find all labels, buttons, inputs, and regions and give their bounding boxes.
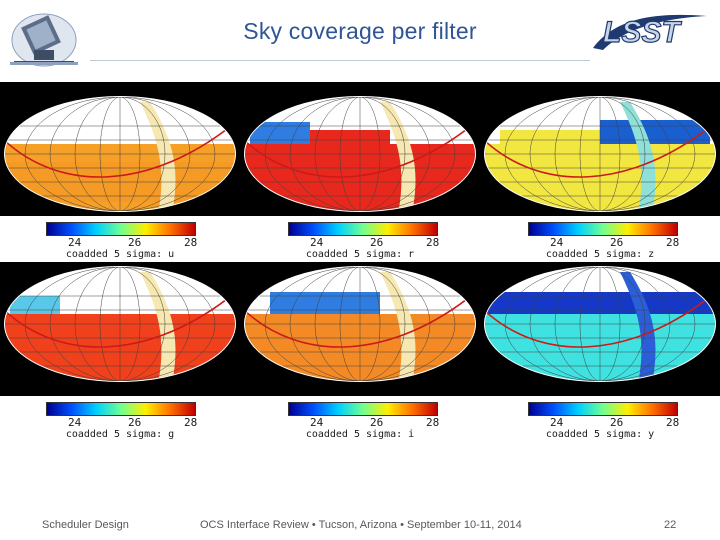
colorbar-z xyxy=(528,222,678,236)
caption-i: coadded 5 sigma: i xyxy=(305,429,415,440)
sky-map-z xyxy=(480,82,720,262)
tick-26: 26 xyxy=(128,236,142,249)
sky-map-g xyxy=(0,262,240,442)
tick-24: 24 xyxy=(68,416,82,429)
footer-left: Scheduler Design xyxy=(42,519,129,531)
caption-r: coadded 5 sigma: r xyxy=(305,249,415,260)
slide-title: Sky coverage per filter xyxy=(243,18,477,44)
lsst-logo-text: LSST xyxy=(603,16,682,49)
colorbar-y xyxy=(528,402,678,416)
tick-28: 28 xyxy=(426,416,440,429)
header-divider xyxy=(0,60,720,62)
tick-26: 26 xyxy=(370,236,384,249)
sky-map-i xyxy=(240,262,480,442)
tick-24: 24 xyxy=(550,236,564,249)
caption-g: coadded 5 sigma: g xyxy=(65,429,175,440)
tick-24: 24 xyxy=(310,416,324,429)
tick-26: 26 xyxy=(128,416,142,429)
tick-28: 28 xyxy=(666,236,680,249)
tick-24: 24 xyxy=(550,416,564,429)
tick-28: 28 xyxy=(666,416,680,429)
tick-28: 28 xyxy=(184,236,198,249)
telescope-logo xyxy=(4,6,84,70)
tick-28: 28 xyxy=(184,416,198,429)
tick-24: 24 xyxy=(310,236,324,249)
colorbar-u xyxy=(46,222,196,236)
sky-map-r xyxy=(240,82,480,262)
tick-26: 26 xyxy=(610,236,624,249)
tick-28: 28 xyxy=(426,236,440,249)
sky-map-y xyxy=(480,262,720,442)
colorbar-r xyxy=(288,222,438,236)
tick-26: 26 xyxy=(610,416,624,429)
colorbar-g xyxy=(46,402,196,416)
caption-z: coadded 5 sigma: z xyxy=(545,249,655,260)
page-number: 22 xyxy=(664,519,677,531)
caption-y: coadded 5 sigma: y xyxy=(545,429,655,440)
tick-24: 24 xyxy=(68,236,82,249)
caption-u: coadded 5 sigma: u xyxy=(65,249,175,260)
sky-coverage-figure: 24 26 28 24 26 28 24 26 28 24 26 28 24 2… xyxy=(0,82,720,443)
tick-26: 26 xyxy=(370,416,384,429)
footer-center: OCS Interface Review • Tucson, Arizona •… xyxy=(200,519,522,531)
lsst-logo: LSST xyxy=(585,8,715,56)
colorbar-i xyxy=(288,402,438,416)
